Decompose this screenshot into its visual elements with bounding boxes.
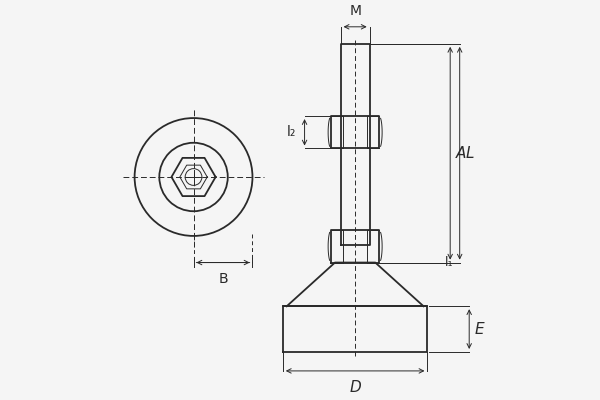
- Text: L: L: [466, 146, 474, 161]
- Text: M: M: [349, 4, 361, 18]
- Text: A: A: [456, 146, 466, 161]
- Text: B: B: [218, 272, 228, 286]
- Text: l₁: l₁: [445, 256, 454, 269]
- Text: D: D: [349, 380, 361, 396]
- Text: l₂: l₂: [287, 125, 296, 139]
- Text: E: E: [475, 322, 485, 336]
